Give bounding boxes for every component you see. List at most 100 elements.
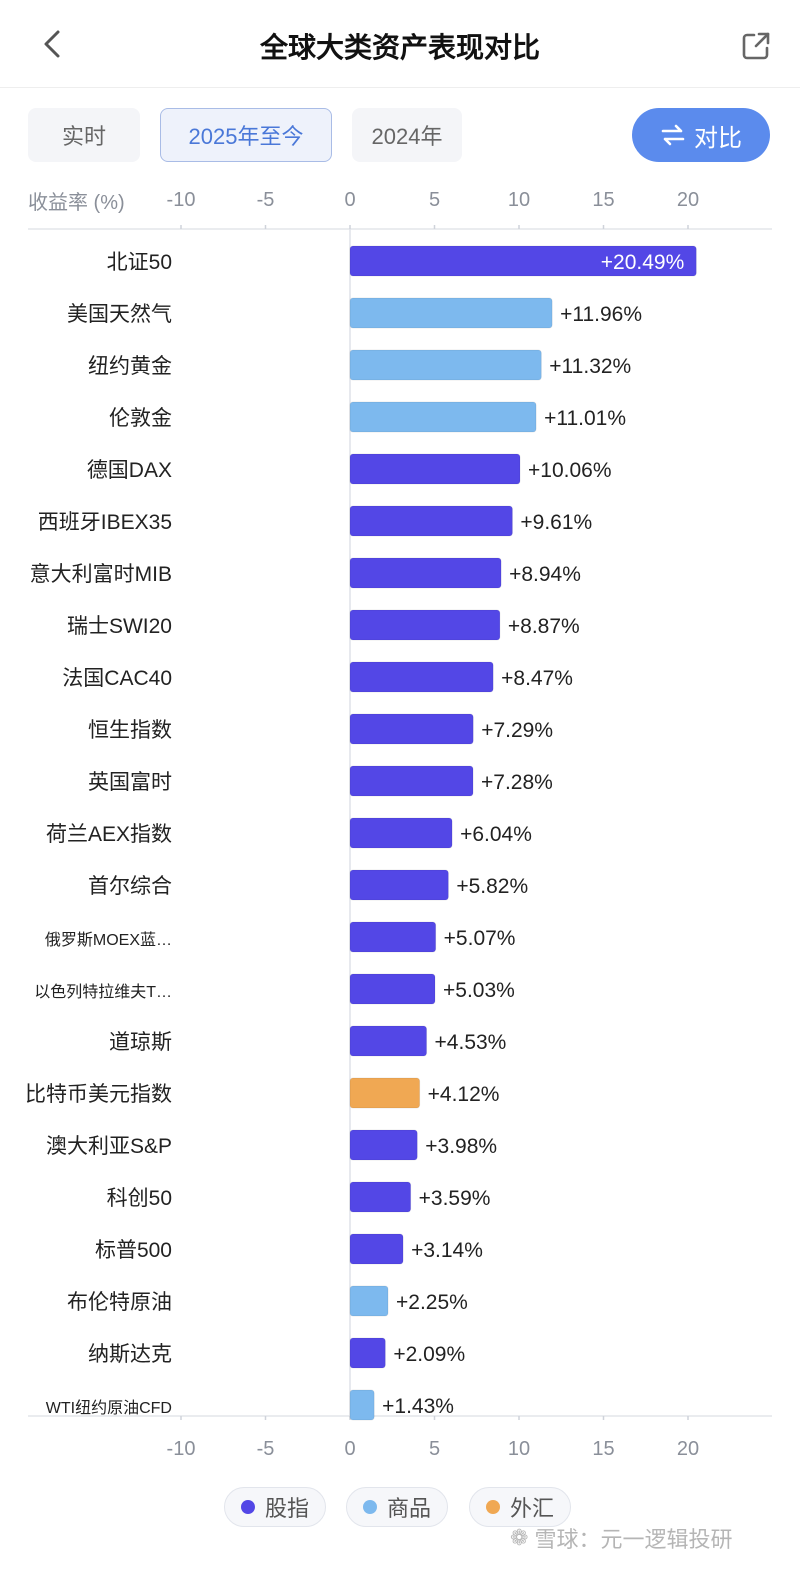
legend-dot-forex bbox=[486, 1500, 500, 1514]
value-label: +6.04% bbox=[460, 823, 532, 846]
value-label: +4.53% bbox=[435, 1031, 507, 1054]
top-tick-label: 0 bbox=[344, 189, 355, 211]
category-label: 德国DAX bbox=[87, 459, 172, 482]
bar bbox=[349, 765, 474, 797]
category-label: 比特币美元指数 bbox=[25, 1083, 172, 1106]
value-label: +7.29% bbox=[481, 719, 553, 742]
bar bbox=[349, 453, 521, 485]
bar bbox=[349, 245, 697, 277]
top-tick-label: 15 bbox=[592, 189, 614, 211]
watermark: ❁ 雪球：元一逻辑投研 bbox=[510, 1522, 732, 1554]
watermark-text: 雪球：元一逻辑投研 bbox=[534, 1527, 733, 1552]
value-label: +4.12% bbox=[428, 1083, 500, 1106]
top-tick-label: 10 bbox=[508, 189, 530, 211]
category-label: 法国CAC40 bbox=[62, 667, 172, 690]
bottom-tick-label: 10 bbox=[508, 1438, 530, 1460]
category-label: 澳大利亚S&P bbox=[46, 1135, 172, 1158]
bar bbox=[349, 1077, 421, 1109]
bar bbox=[349, 817, 453, 849]
bar-chart: -10 -10 -5 -5 0 0 5 5 10 10 15 15 20 20 北证50 +20.49% 美国天… bbox=[25, 189, 772, 1460]
tab-2024[interactable]: 2024年 bbox=[352, 108, 462, 162]
category-label: 意大利富时MIB bbox=[30, 563, 172, 586]
legend-item-commodity[interactable]: 商品 bbox=[346, 1487, 449, 1527]
share-button[interactable] bbox=[734, 24, 778, 68]
bar bbox=[349, 661, 494, 693]
category-label: 瑞士SWI20 bbox=[67, 615, 172, 638]
bottom-tick-label: -5 bbox=[257, 1438, 275, 1460]
category-label: WTI纽约原油CFD bbox=[46, 1399, 172, 1417]
legend-label-forex: 外汇 bbox=[510, 1496, 555, 1521]
bottom-tick-label: 20 bbox=[677, 1438, 699, 1460]
category-label: 科创50 bbox=[107, 1187, 172, 1210]
header: 全球大类资产表现对比 bbox=[0, 0, 800, 88]
wechat-icon: ❁ bbox=[510, 1525, 529, 1550]
category-label: 荷兰AEX指数 bbox=[46, 823, 172, 846]
category-label: 俄罗斯MOEX蓝… bbox=[45, 931, 172, 949]
bar bbox=[349, 609, 501, 641]
category-label: 以色列特拉维夫T… bbox=[34, 983, 172, 1001]
compare-button[interactable]: 对比 bbox=[632, 108, 770, 162]
category-label: 布伦特原油 bbox=[67, 1291, 172, 1314]
value-label: +3.14% bbox=[411, 1239, 483, 1262]
bar bbox=[349, 973, 436, 1005]
value-label: +3.98% bbox=[425, 1135, 497, 1158]
tab-2025-ytd[interactable]: 2025年至今 bbox=[160, 108, 332, 162]
value-label: +5.03% bbox=[443, 979, 515, 1002]
bar bbox=[349, 557, 502, 589]
bottom-tick-label: -10 bbox=[167, 1438, 196, 1460]
bottom-tick-label: 15 bbox=[592, 1438, 614, 1460]
value-label: +2.25% bbox=[396, 1291, 468, 1314]
bar bbox=[349, 1233, 404, 1265]
category-label: 西班牙IBEX35 bbox=[38, 511, 172, 534]
category-label: 北证50 bbox=[107, 251, 172, 274]
value-label: +5.82% bbox=[456, 875, 528, 898]
top-tick-label: -10 bbox=[167, 189, 196, 211]
category-label: 道琼斯 bbox=[109, 1031, 172, 1054]
page-title: 全球大类资产表现对比 bbox=[259, 32, 540, 63]
bar bbox=[349, 713, 474, 745]
value-label: +11.01% bbox=[544, 407, 626, 430]
legend-label-commodity: 商品 bbox=[387, 1496, 432, 1521]
category-label: 伦敦金 bbox=[109, 407, 172, 430]
bar bbox=[349, 1129, 418, 1161]
category-label: 纳斯达克 bbox=[88, 1343, 172, 1366]
category-label: 美国天然气 bbox=[67, 303, 172, 326]
tab-realtime[interactable]: 实时 bbox=[28, 108, 140, 162]
value-label: +3.59% bbox=[419, 1187, 491, 1210]
bar bbox=[349, 1181, 412, 1213]
bar bbox=[349, 401, 537, 433]
category-label: 恒生指数 bbox=[88, 719, 172, 742]
value-label: +8.87% bbox=[508, 615, 580, 638]
compare-button-label: 对比 bbox=[694, 124, 742, 152]
top-tick-label: 20 bbox=[677, 189, 699, 211]
bar bbox=[349, 297, 553, 329]
legend-item-stock-index[interactable]: 股指 bbox=[224, 1487, 327, 1527]
bar bbox=[349, 505, 513, 537]
share-icon bbox=[742, 32, 770, 60]
back-button[interactable] bbox=[30, 22, 74, 66]
value-label: +10.06% bbox=[528, 459, 612, 482]
bar bbox=[349, 1285, 389, 1317]
legend-dot-commodity bbox=[363, 1500, 377, 1514]
value-label: +2.09% bbox=[393, 1343, 465, 1366]
value-label: +20.49% bbox=[601, 251, 685, 274]
category-label: 英国富时 bbox=[88, 771, 172, 794]
legend-item-forex[interactable]: 外汇 bbox=[469, 1487, 572, 1527]
bar bbox=[349, 921, 437, 953]
top-tick-label: 5 bbox=[429, 189, 440, 211]
axis-title: 收益率 (%) bbox=[28, 192, 125, 214]
value-label: +11.32% bbox=[549, 355, 631, 378]
bottom-tick-label: 0 bbox=[344, 1438, 355, 1460]
bar bbox=[349, 1337, 386, 1369]
legend-label-stock-index: 股指 bbox=[265, 1496, 310, 1521]
bar bbox=[349, 1389, 375, 1421]
category-label: 首尔综合 bbox=[88, 875, 172, 898]
category-label: 纽约黄金 bbox=[88, 355, 172, 378]
value-label: +8.47% bbox=[501, 667, 573, 690]
top-tick-label: -5 bbox=[257, 189, 275, 211]
swap-icon bbox=[661, 124, 685, 146]
bar bbox=[349, 349, 542, 381]
value-label: +5.07% bbox=[444, 927, 516, 950]
value-label: +7.28% bbox=[481, 771, 553, 794]
bottom-tick-label: 5 bbox=[429, 1438, 440, 1460]
